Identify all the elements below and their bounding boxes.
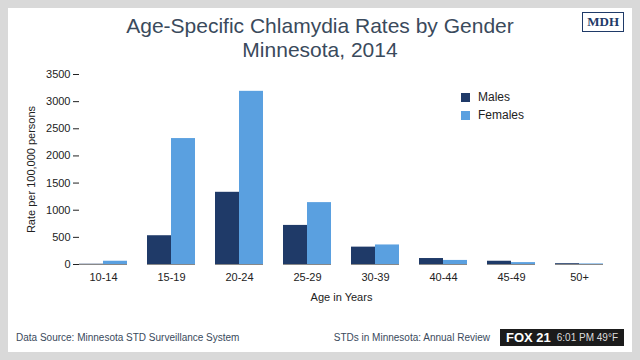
- svg-text:0: 0: [64, 258, 70, 270]
- html-text:6:01 PM 49°F: 6:01 PM 49°F: [556, 331, 618, 343]
- svg-text:3500: 3500: [46, 68, 70, 80]
- svg-text:500: 500: [52, 231, 70, 243]
- svg-text:2500: 2500: [46, 122, 70, 134]
- svg-text:10-14: 10-14: [89, 271, 117, 283]
- html-text:Females: Females: [478, 108, 524, 122]
- svg-text:1500: 1500: [46, 177, 70, 189]
- svg-text:15-19: 15-19: [157, 271, 185, 283]
- svg-text:2000: 2000: [46, 149, 70, 161]
- html-text:Age-Specific Chlamydia Rates b: Age-Specific Chlamydia Rates by Gender: [126, 14, 514, 37]
- html-text:FOX 21: FOX 21: [506, 329, 551, 345]
- svg-text:25-29: 25-29: [293, 271, 321, 283]
- svg-text:Age in Years: Age in Years: [311, 291, 373, 303]
- html-text:Data Source: Minnesota STD Sur: Data Source: Minnesota STD Surveillance …: [16, 331, 240, 343]
- svg-text:45-49: 45-49: [497, 271, 525, 283]
- svg-text:20-24: 20-24: [225, 271, 253, 283]
- svg-text:40-44: 40-44: [429, 271, 457, 283]
- html-text:STDs in Minnesota: Annual Revi: STDs in Minnesota: Annual Review: [333, 331, 490, 343]
- svg-text:1000: 1000: [46, 204, 70, 216]
- svg-text:Rate per 100,000 persons: Rate per 100,000 persons: [25, 105, 37, 233]
- svg-text:3000: 3000: [46, 95, 70, 107]
- svg-text:50+: 50+: [570, 271, 589, 283]
- svg-text:30-39: 30-39: [361, 271, 389, 283]
- html-text:Males: Males: [478, 90, 510, 104]
- html-text:Minnesota, 2014: Minnesota, 2014: [242, 38, 398, 61]
- html-text:MDH: MDH: [587, 14, 619, 29]
